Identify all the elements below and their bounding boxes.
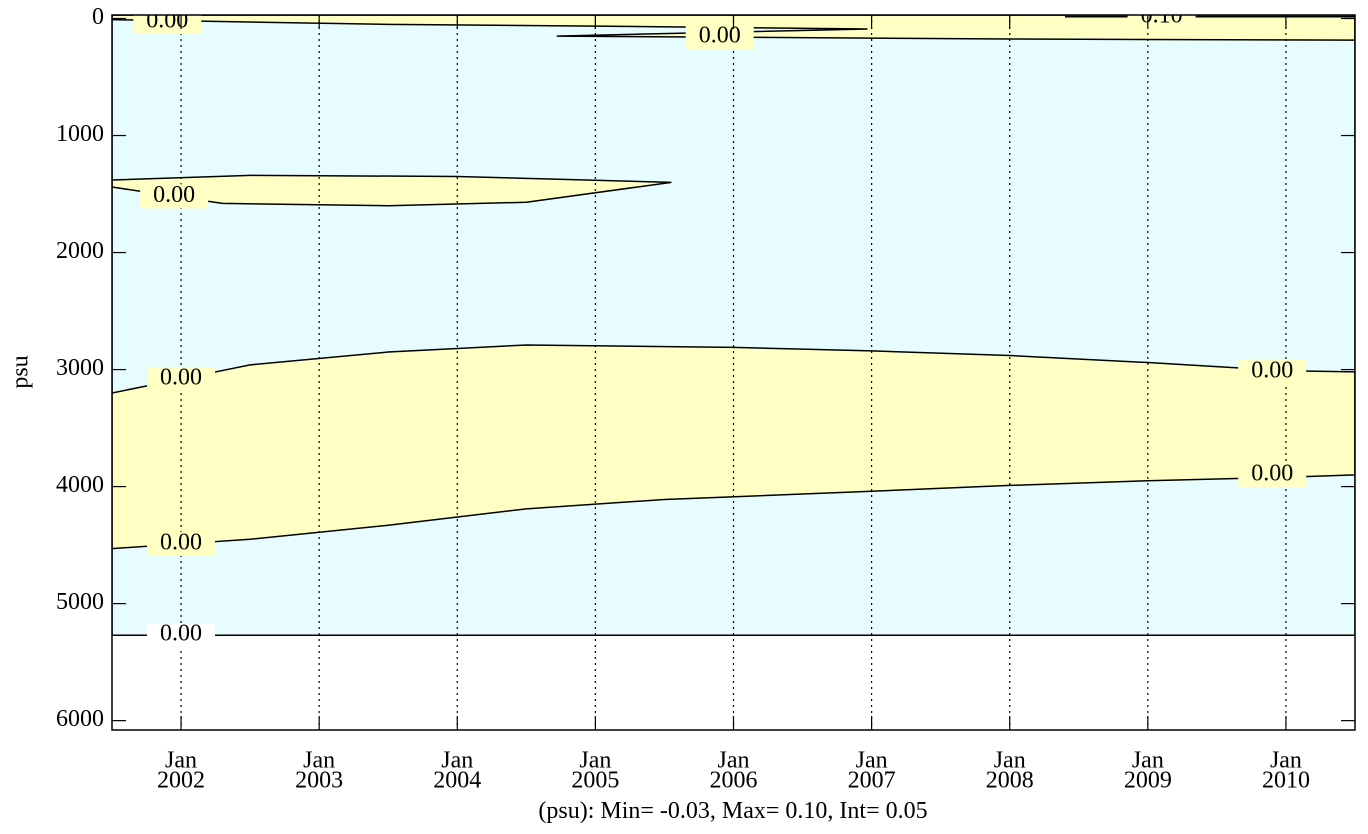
- y-axis-label: psu: [8, 355, 34, 388]
- x-tick-label: Jan: [165, 748, 197, 774]
- contour-label: 0.00: [699, 23, 741, 49]
- contour-label: 0.00: [153, 182, 195, 208]
- y-tick-label: 0: [92, 4, 104, 30]
- x-tick-label: Jan: [856, 748, 888, 774]
- y-tick-label: 6000: [56, 706, 104, 732]
- x-tick-year: 2009: [1124, 768, 1172, 794]
- contour-label-bg: [685, 25, 754, 50]
- x-tick-year: 2010: [1262, 768, 1310, 794]
- contour-label: 0.00: [160, 529, 202, 555]
- x-tick-label: Jan: [441, 748, 473, 774]
- contour-label-bg: [147, 531, 216, 556]
- contour-fill: [112, 345, 1355, 549]
- x-tick-label: Jan: [994, 748, 1026, 774]
- contour-label: 0.00: [146, 8, 188, 34]
- x-tick-year: 2006: [710, 768, 758, 794]
- x-tick-label: Jan: [1270, 748, 1302, 774]
- x-tick-label: Jan: [718, 748, 750, 774]
- footer: (psu): Min= -0.03, Max= 0.10, Int= 0.05: [538, 798, 927, 824]
- contour-label-bg: [140, 184, 209, 209]
- x-tick-year: 2007: [848, 768, 896, 794]
- x-tick-label: Jan: [1132, 748, 1164, 774]
- contour-label: 0.00: [160, 364, 202, 390]
- contour-label: 0.00: [1251, 460, 1293, 486]
- x-tick-year: 2002: [157, 768, 205, 794]
- x-tick-year: 2008: [986, 768, 1034, 794]
- contour-label-bg: [1238, 462, 1307, 487]
- contour-label: 0.00: [160, 621, 202, 647]
- x-tick-label: Jan: [579, 748, 611, 774]
- contour-label-bg: [133, 15, 202, 35]
- y-tick-label: 3000: [56, 355, 104, 381]
- y-tick-label: 5000: [56, 589, 104, 615]
- x-tick-year: 2005: [571, 768, 619, 794]
- y-tick-label: 4000: [56, 472, 104, 498]
- contour-label-bg: [147, 366, 216, 391]
- contour-fill: [112, 175, 672, 206]
- contour-label-bg: [1127, 15, 1196, 29]
- contour-label-bg: [1238, 359, 1307, 384]
- contour-label: 0.10: [1141, 2, 1183, 28]
- contour-label-bg: [147, 623, 215, 648]
- contour-fill: [112, 15, 1355, 636]
- plot-area: 0.00 0.00 0.00 0.10 0.00 0.00 0.00 0.00 0.00: [112, 2, 1355, 730]
- x-tick-year: 2003: [295, 768, 343, 794]
- contour-line: [112, 344, 1355, 550]
- x-tick-year: 2004: [433, 768, 481, 794]
- y-tick-label: 2000: [56, 238, 104, 264]
- x-tick-label: Jan: [303, 748, 335, 774]
- contour-line: [112, 15, 1355, 41]
- contour-label: 0.00: [1251, 357, 1293, 383]
- y-tick-label: 1000: [56, 121, 104, 147]
